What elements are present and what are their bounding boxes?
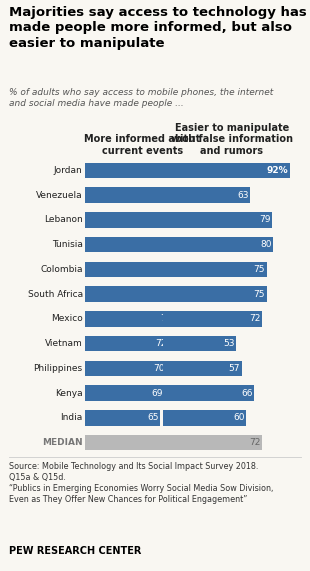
Text: % of adults who say access to mobile phones, the internet
and social media have : % of adults who say access to mobile pho… <box>9 88 273 108</box>
Bar <box>85 336 168 351</box>
Text: 83: 83 <box>168 215 179 224</box>
Text: Lebanon: Lebanon <box>44 215 83 224</box>
Text: 53: 53 <box>223 339 235 348</box>
Bar <box>163 385 254 401</box>
Bar <box>163 187 250 203</box>
Text: Source: Mobile Technology and Its Social Impact Survey 2018.
Q15a & Q15d.
“Publi: Source: Mobile Technology and Its Social… <box>9 462 274 504</box>
Bar <box>85 187 185 203</box>
Text: 69: 69 <box>152 389 163 397</box>
Bar <box>163 212 272 228</box>
Text: 93%: 93% <box>169 166 191 175</box>
Bar <box>85 410 160 425</box>
Bar <box>85 262 175 277</box>
Bar <box>85 212 180 228</box>
Text: 75: 75 <box>254 265 265 274</box>
Text: 65: 65 <box>147 413 159 423</box>
Text: Mexico: Mexico <box>51 315 83 323</box>
Text: 72: 72 <box>155 339 167 348</box>
Text: 78: 78 <box>162 265 174 274</box>
Text: 79: 79 <box>259 215 271 224</box>
Bar <box>85 287 175 302</box>
Bar <box>163 410 246 425</box>
Bar <box>163 163 290 178</box>
Text: 87: 87 <box>172 191 184 200</box>
Bar <box>163 435 262 451</box>
Text: 80: 80 <box>260 240 272 249</box>
Text: Jordan: Jordan <box>54 166 83 175</box>
Bar <box>163 287 267 302</box>
Bar <box>163 361 242 376</box>
Bar <box>163 262 267 277</box>
Bar <box>163 311 262 327</box>
Bar <box>163 237 273 252</box>
Text: PEW RESEARCH CENTER: PEW RESEARCH CENTER <box>9 546 142 556</box>
Text: 60: 60 <box>233 413 244 423</box>
Text: Majorities say access to technology has
made people more informed, but also
easi: Majorities say access to technology has … <box>9 6 307 50</box>
Text: Easier to manipulate
with false information
and rumors: Easier to manipulate with false informat… <box>171 123 293 156</box>
Text: Colombia: Colombia <box>40 265 83 274</box>
Bar <box>85 361 166 376</box>
Text: 78: 78 <box>162 438 174 447</box>
Bar <box>163 336 236 351</box>
Text: 78: 78 <box>162 289 174 299</box>
Bar <box>85 237 180 252</box>
Bar <box>85 385 164 401</box>
Text: 66: 66 <box>241 389 253 397</box>
Text: South Africa: South Africa <box>28 289 83 299</box>
Text: 92%: 92% <box>267 166 289 175</box>
Text: 76: 76 <box>160 315 171 323</box>
Text: 83: 83 <box>168 240 179 249</box>
Text: Philippines: Philippines <box>33 364 83 373</box>
Text: More informed about
current events: More informed about current events <box>84 134 201 156</box>
Text: 70: 70 <box>153 364 164 373</box>
Bar <box>85 163 192 178</box>
Text: 72: 72 <box>250 438 261 447</box>
Text: 63: 63 <box>237 191 249 200</box>
Text: MEDIAN: MEDIAN <box>42 438 83 447</box>
Text: 57: 57 <box>229 364 240 373</box>
Text: India: India <box>60 413 83 423</box>
Text: Venezuela: Venezuela <box>36 191 83 200</box>
Bar <box>85 435 175 451</box>
Text: 72: 72 <box>250 315 261 323</box>
Text: 75: 75 <box>254 289 265 299</box>
Bar <box>85 311 172 327</box>
Text: Tunisia: Tunisia <box>52 240 83 249</box>
Text: Kenya: Kenya <box>55 389 83 397</box>
Text: Vietnam: Vietnam <box>45 339 83 348</box>
